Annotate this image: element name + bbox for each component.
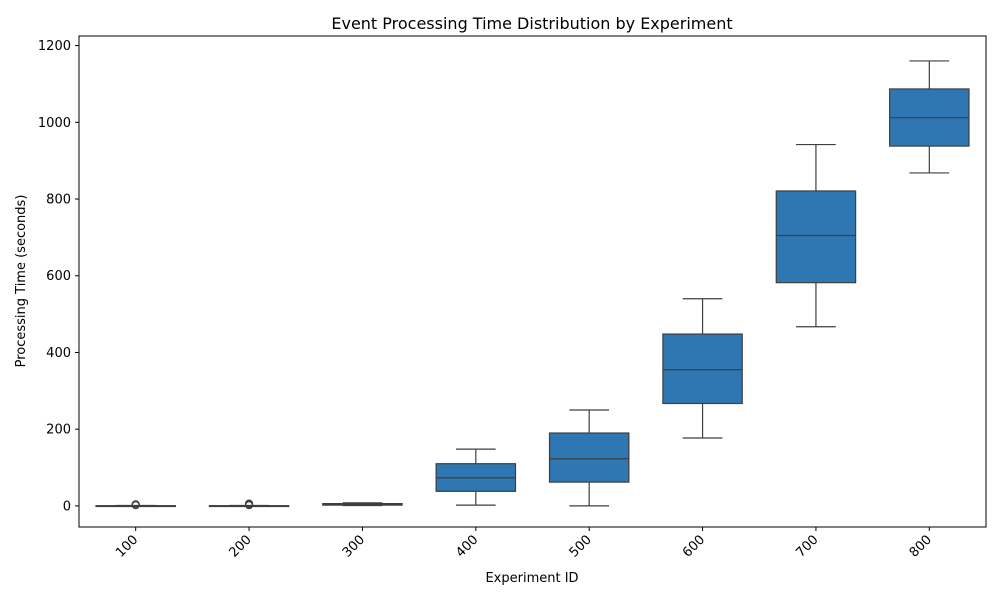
box-group-300: [322, 502, 403, 507]
box-group-400: [435, 448, 517, 506]
box-iqr: [775, 190, 857, 284]
x-tick-label: 600: [680, 532, 708, 560]
box-iqr: [548, 432, 630, 483]
chart-title: Event Processing Time Distribution by Ex…: [331, 14, 732, 33]
x-tick-label: 300: [340, 532, 368, 560]
y-tick-label: 400: [46, 346, 71, 361]
box-iqr: [662, 333, 743, 405]
box-group-700: [775, 143, 857, 328]
x-tick-label: 100: [113, 532, 141, 560]
y-tick-label: 0: [63, 499, 71, 514]
y-tick-label: 800: [46, 193, 71, 208]
outlier-point: [131, 500, 140, 509]
box-group-200: [208, 499, 290, 510]
x-tick-label: 400: [453, 532, 481, 560]
y-tick-label: 1200: [38, 39, 71, 54]
box-group-600: [662, 298, 743, 439]
plot-area: [95, 60, 970, 510]
box-group-100: [95, 500, 176, 510]
y-tick-label: 600: [46, 269, 71, 284]
x-axis-label: Experiment ID: [485, 571, 578, 586]
y-axis-label: Processing Time (seconds): [14, 195, 29, 368]
box-group-500: [548, 409, 630, 507]
x-tick-label: 800: [907, 532, 935, 560]
outlier-point: [244, 499, 254, 508]
x-tick-label: 200: [227, 532, 255, 560]
x-tick-label: 700: [793, 532, 821, 560]
y-tick-label: 200: [46, 423, 71, 438]
box-group-800: [889, 60, 970, 174]
plot-frame: [78, 35, 987, 528]
x-tick-label: 500: [567, 532, 595, 560]
y-tick-label: 1000: [38, 116, 71, 131]
